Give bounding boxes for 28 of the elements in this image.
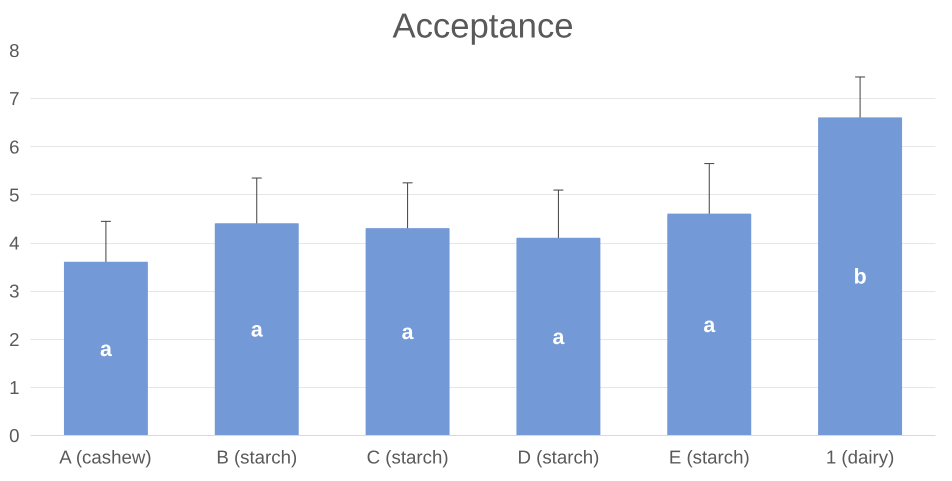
x-tick-label: A (cashew): [59, 446, 152, 468]
bar: [64, 262, 148, 436]
y-tick-label: 3: [9, 280, 20, 302]
y-tick-label: 6: [9, 136, 20, 158]
bar: [366, 228, 450, 436]
y-tick-label: 7: [9, 88, 20, 110]
x-tick-label: B (starch): [216, 446, 298, 468]
x-tick-label: 1 (dairy): [826, 446, 894, 468]
annotation: a: [703, 312, 716, 337]
y-tick-label: 2: [9, 328, 20, 350]
annotation: a: [100, 336, 112, 361]
y-tick-label: 5: [9, 184, 20, 206]
annotation: a: [552, 324, 564, 349]
bar: [818, 117, 902, 436]
x-tick-label: E (starch): [668, 446, 750, 468]
y-tick-label: 8: [9, 40, 20, 61]
x-tick-label: D (starch): [517, 446, 600, 468]
y-tick-label: 0: [9, 425, 20, 446]
bar: [214, 223, 299, 436]
y-tick-label: 4: [9, 232, 20, 254]
x-tick-label: C (starch): [366, 446, 449, 468]
chart-title: Acceptance: [392, 8, 574, 46]
annotation: b: [854, 264, 867, 289]
y-tick-label: 1: [9, 376, 20, 398]
bar: [667, 214, 752, 436]
annotation: a: [250, 318, 263, 342]
bar: [516, 238, 600, 436]
annotation: a: [402, 320, 414, 344]
